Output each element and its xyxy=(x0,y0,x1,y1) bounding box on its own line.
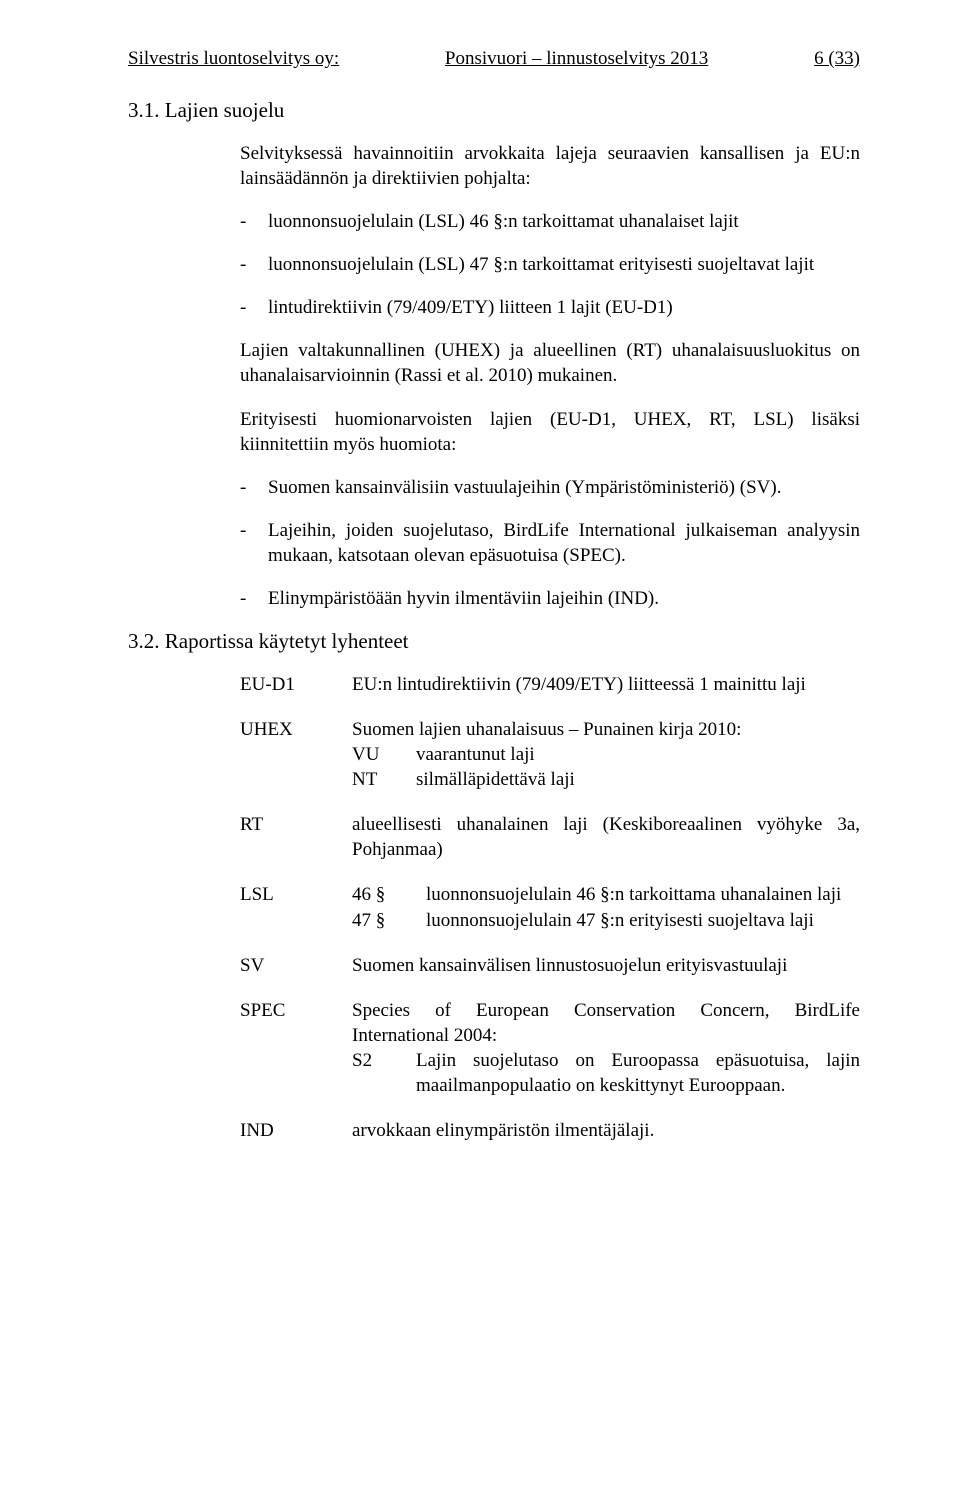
def-sub-key: NT xyxy=(352,767,416,792)
def-row-ind: IND arvokkaan elinympäristön ilmentäjäla… xyxy=(240,1118,860,1143)
def-row-uhex: UHEX Suomen lajien uhanalaisuus – Punain… xyxy=(240,717,860,792)
def-sub-row: 47 § luonnonsuojelulain 47 §:n erityises… xyxy=(352,908,860,933)
def-sub-row: 46 § luonnonsuojelulain 46 §:n tarkoitta… xyxy=(352,882,860,907)
def-term: SPEC xyxy=(240,998,352,1023)
def-term: RT xyxy=(240,812,352,837)
dash-icon: - xyxy=(240,252,268,277)
dash-icon: - xyxy=(240,295,268,320)
def-sub-key: VU xyxy=(352,742,416,767)
header-page-number: 6 (33) xyxy=(814,48,860,70)
header-center: Ponsivuori – linnustoselvitys 2013 xyxy=(445,48,708,70)
section-3-1-list-2: - Suomen kansainvälisiin vastuulajeihin … xyxy=(240,475,860,611)
dash-icon: - xyxy=(240,518,268,568)
def-row-eu-d1: EU-D1 EU:n lintudirektiivin (79/409/ETY)… xyxy=(240,672,860,697)
list-item-text: Elinympäristöään hyvin ilmentäviin lajei… xyxy=(268,586,659,611)
section-3-1-intro: Selvityksessä havainnoitiin arvokkaita l… xyxy=(240,141,860,191)
list-item: - Elinympäristöään hyvin ilmentäviin laj… xyxy=(240,586,860,611)
list-item-text: luonnonsuojelulain (LSL) 47 §:n tarkoitt… xyxy=(268,252,814,277)
dash-icon: - xyxy=(240,586,268,611)
dash-icon: - xyxy=(240,209,268,234)
def-text: EU:n lintudirektiivin (79/409/ETY) liitt… xyxy=(352,672,860,697)
def-row-sv: SV Suomen kansainvälisen linnustosuojelu… xyxy=(240,953,860,978)
section-3-1-heading: 3.1. Lajien suojelu xyxy=(128,98,860,123)
def-row-spec: SPEC Species of European Conservation Co… xyxy=(240,998,860,1098)
def-row-lsl: LSL 46 § luonnonsuojelulain 46 §:n tarko… xyxy=(240,882,860,932)
section-3-1-para-1: Lajien valtakunnallinen (UHEX) ja alueel… xyxy=(240,338,860,388)
def-term: IND xyxy=(240,1118,352,1143)
list-item-text: lintudirektiivin (79/409/ETY) liitteen 1… xyxy=(268,295,673,320)
list-item: - luonnonsuojelulain (LSL) 47 §:n tarkoi… xyxy=(240,252,860,277)
list-item-text: Suomen kansainvälisiin vastuulajeihin (Y… xyxy=(268,475,781,500)
def-text: alueellisesti uhanalainen laji (Keskibor… xyxy=(352,812,860,862)
page-header: Silvestris luontoselvitys oy: Ponsivuori… xyxy=(128,48,860,70)
list-item-text: luonnonsuojelulain (LSL) 46 §:n tarkoitt… xyxy=(268,209,739,234)
list-item: - Lajeihin, joiden suojelutaso, BirdLife… xyxy=(240,518,860,568)
def-text: 46 § luonnonsuojelulain 46 §:n tarkoitta… xyxy=(352,882,860,932)
list-item: - lintudirektiivin (79/409/ETY) liitteen… xyxy=(240,295,860,320)
def-sub-val: silmälläpidettävä laji xyxy=(416,767,860,792)
def-text: Suomen kansainvälisen linnustosuojelun e… xyxy=(352,953,860,978)
section-3-2-heading: 3.2. Raportissa käytetyt lyhenteet xyxy=(128,629,860,654)
def-sub-key: 47 § xyxy=(352,908,426,933)
def-term: UHEX xyxy=(240,717,352,742)
def-sub-val: luonnonsuojelulain 46 §:n tarkoittama uh… xyxy=(426,882,860,907)
section-3-1-list: - luonnonsuojelulain (LSL) 46 §:n tarkoi… xyxy=(240,209,860,320)
def-sub-key: S2 xyxy=(352,1048,416,1098)
document-page: Silvestris luontoselvitys oy: Ponsivuori… xyxy=(0,0,960,1495)
def-text: arvokkaan elinympäristön ilmentäjälaji. xyxy=(352,1118,860,1143)
def-term: EU-D1 xyxy=(240,672,352,697)
def-text: Species of European Conservation Concern… xyxy=(352,998,860,1098)
def-lead: Species of European Conservation Concern… xyxy=(352,998,860,1048)
def-text: Suomen lajien uhanalaisuus – Punainen ki… xyxy=(352,717,860,792)
def-row-rt: RT alueellisesti uhanalainen laji (Keski… xyxy=(240,812,860,862)
def-term: LSL xyxy=(240,882,352,907)
list-item: - Suomen kansainvälisiin vastuulajeihin … xyxy=(240,475,860,500)
def-sub-row: S2 Lajin suojelutaso on Euroopassa epäsu… xyxy=(352,1048,860,1098)
def-sub-val: Lajin suojelutaso on Euroopassa epäsuotu… xyxy=(416,1048,860,1098)
list-item-text: Lajeihin, joiden suojelutaso, BirdLife I… xyxy=(268,518,860,568)
list-item: - luonnonsuojelulain (LSL) 46 §:n tarkoi… xyxy=(240,209,860,234)
def-term: SV xyxy=(240,953,352,978)
def-sub-key: 46 § xyxy=(352,882,426,907)
section-3-2-body: EU-D1 EU:n lintudirektiivin (79/409/ETY)… xyxy=(240,672,860,1143)
header-left: Silvestris luontoselvitys oy: xyxy=(128,48,339,70)
def-sub-row: NT silmälläpidettävä laji xyxy=(352,767,860,792)
section-3-1-para-2: Erityisesti huomionarvoisten lajien (EU-… xyxy=(240,407,860,457)
dash-icon: - xyxy=(240,475,268,500)
def-sub-val: luonnonsuojelulain 47 §:n erityisesti su… xyxy=(426,908,860,933)
section-3-1-body: Selvityksessä havainnoitiin arvokkaita l… xyxy=(240,141,860,611)
def-sub-val: vaarantunut laji xyxy=(416,742,860,767)
def-sub-row: VU vaarantunut laji xyxy=(352,742,860,767)
def-lead: Suomen lajien uhanalaisuus – Punainen ki… xyxy=(352,717,860,742)
